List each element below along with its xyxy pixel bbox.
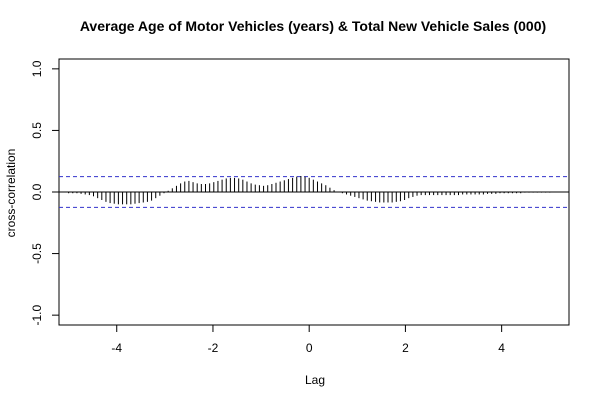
x-tick-label: -4 xyxy=(111,341,122,355)
x-tick-label: 0 xyxy=(306,341,313,355)
x-axis-label: Lag xyxy=(305,373,325,387)
ccf-bars xyxy=(68,175,551,205)
x-tick-label: 2 xyxy=(402,341,409,355)
x-tick-label: 4 xyxy=(498,341,505,355)
y-tick-label: 0.5 xyxy=(30,122,44,139)
y-axis: -1.0 -0.5 0.0 0.5 1.0 xyxy=(30,60,60,325)
x-tick-label: -2 xyxy=(208,341,219,355)
confidence-bands xyxy=(59,176,569,208)
y-tick-label: -1.0 xyxy=(30,304,44,325)
chart-title: Average Age of Motor Vehicles (years) & … xyxy=(80,18,546,34)
y-tick-label: -0.5 xyxy=(30,243,44,264)
y-tick-label: 1.0 xyxy=(30,60,44,77)
y-tick-label: 0.0 xyxy=(30,183,44,200)
y-axis-label: cross-correlation xyxy=(4,149,18,238)
x-axis: -4 -2 0 2 4 xyxy=(111,324,505,355)
